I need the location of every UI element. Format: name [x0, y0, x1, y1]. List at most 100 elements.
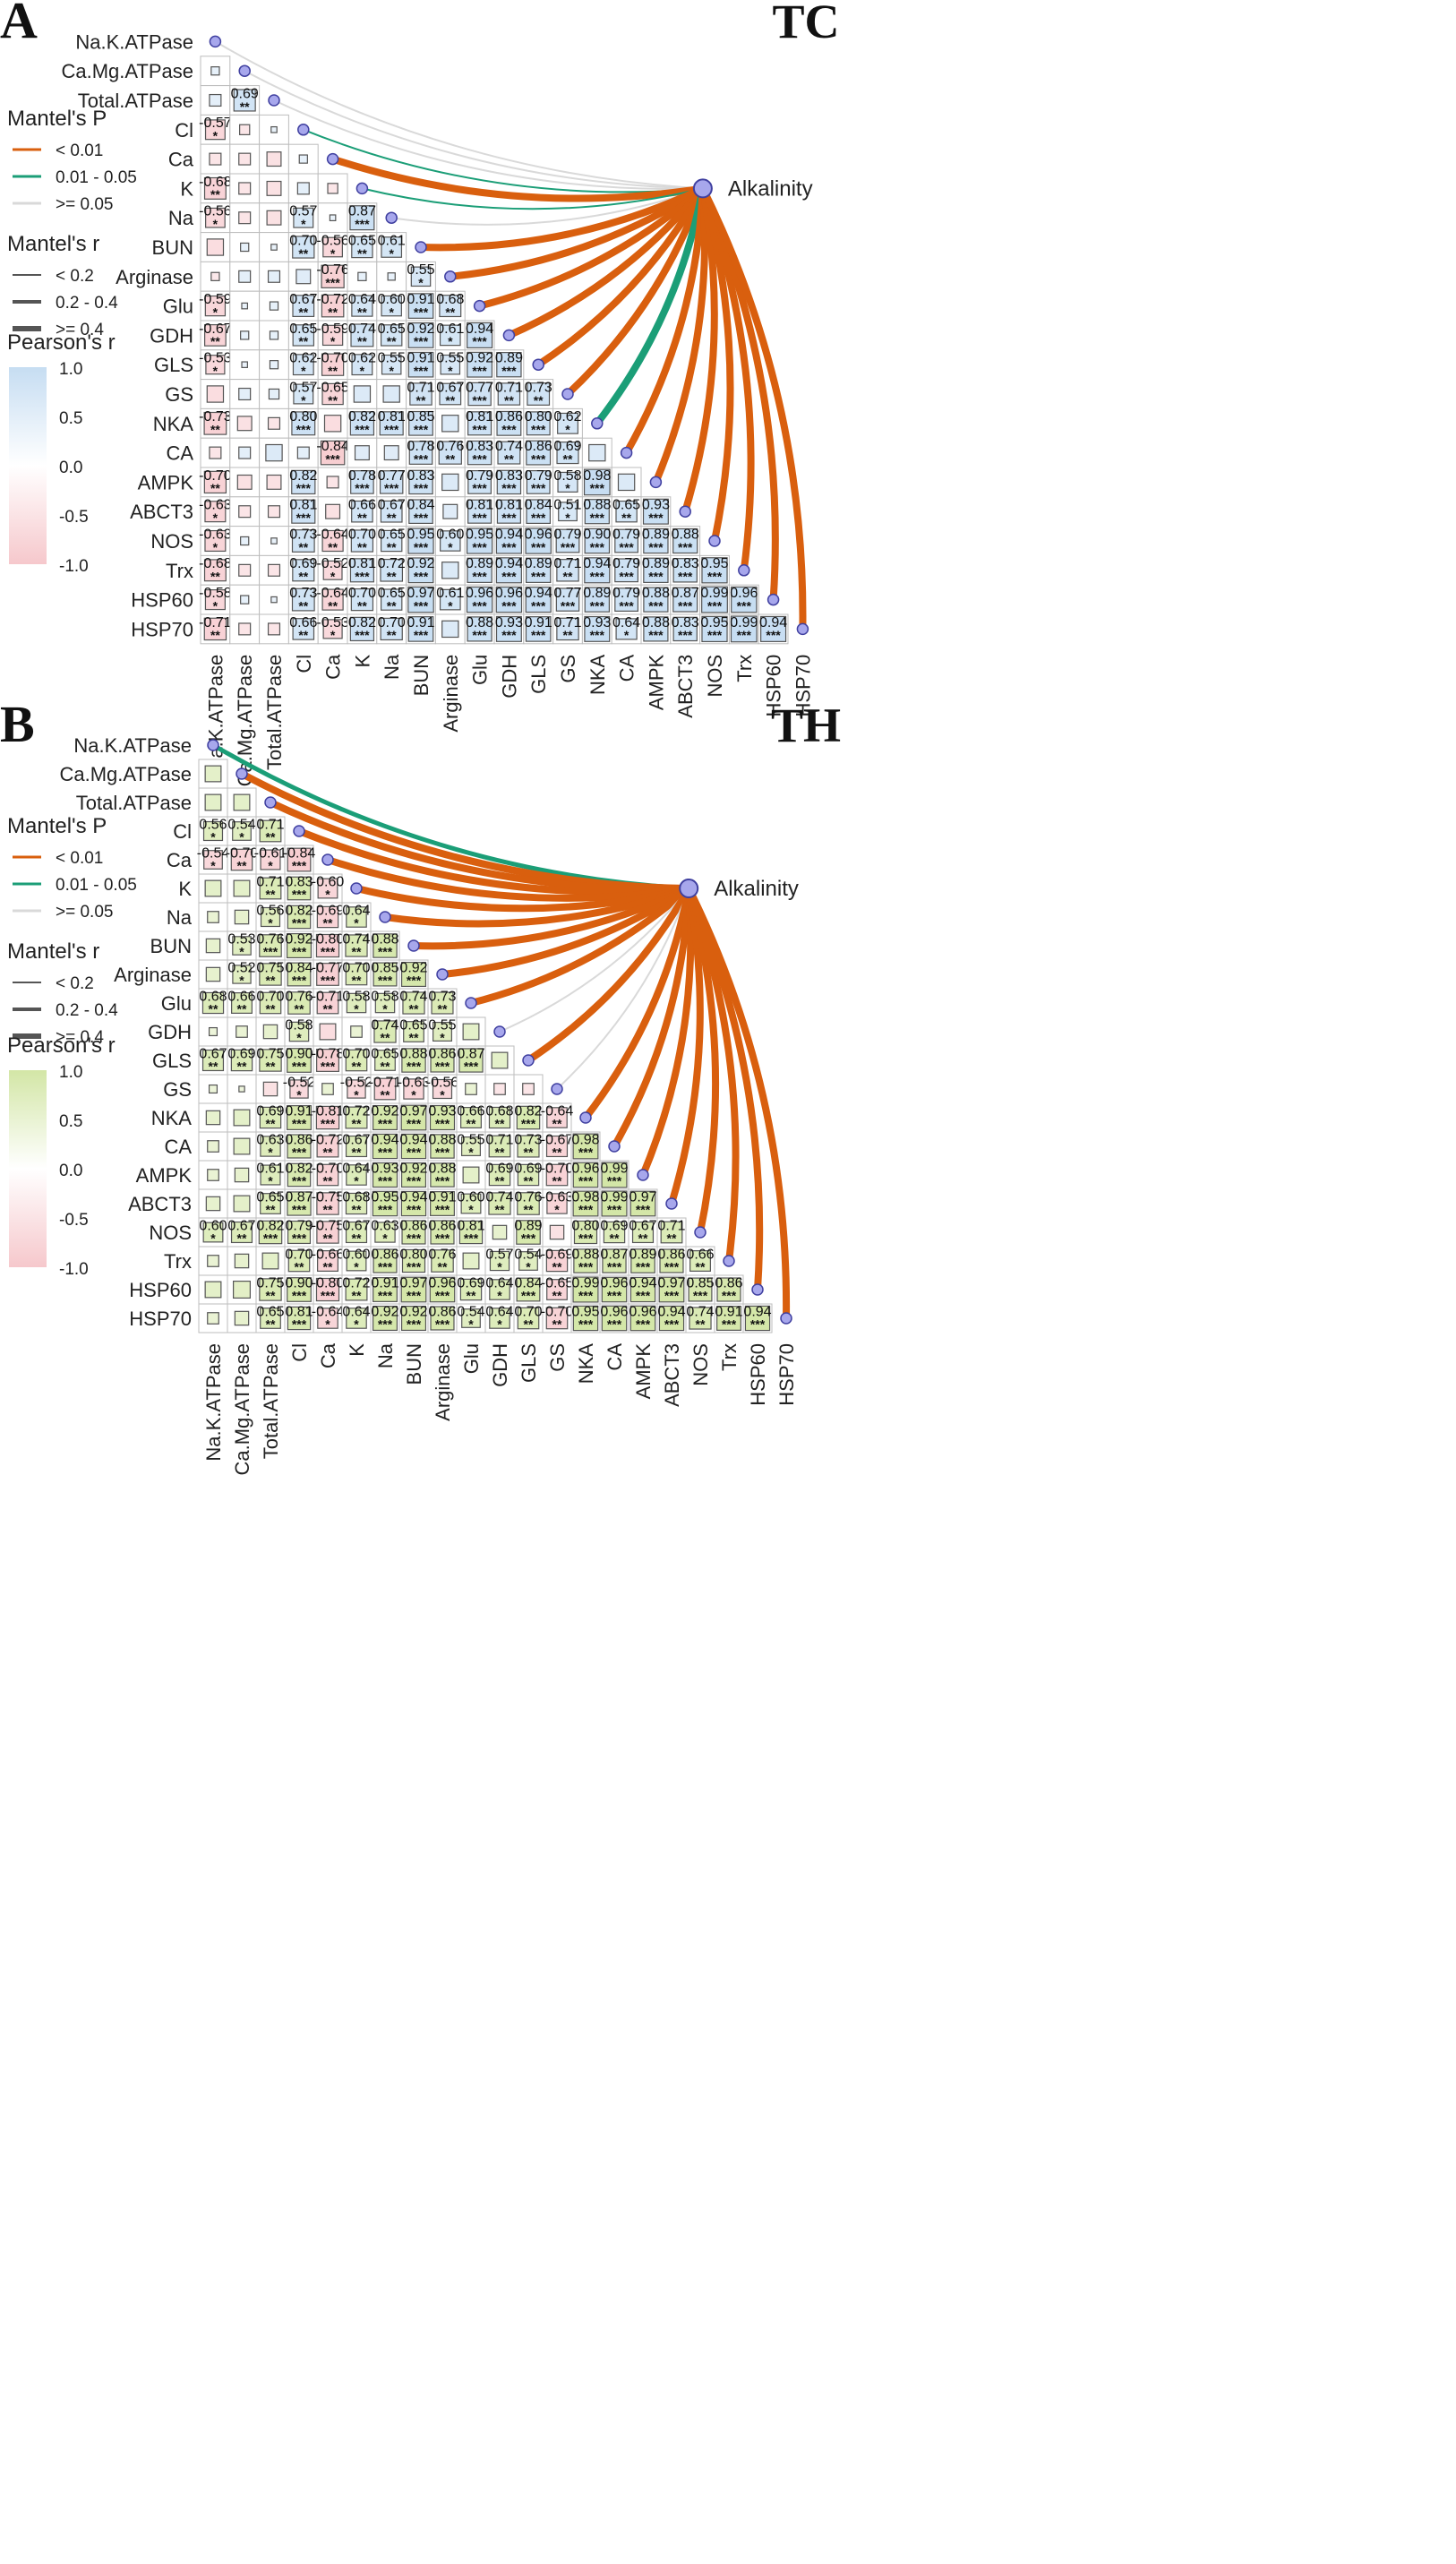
correlation-value: 0.93 — [642, 498, 670, 513]
correlation-square — [261, 1252, 279, 1270]
correlation-value: 0.86 — [525, 439, 552, 454]
row-label: HSP60 — [129, 1279, 192, 1301]
significance-stars: * — [213, 510, 218, 525]
correlation-value: 0.67 — [378, 498, 406, 513]
row-label: HSP60 — [131, 589, 193, 612]
variable-node — [665, 1197, 678, 1210]
correlation-square — [265, 443, 283, 462]
correlation-value: 0.51 — [553, 498, 581, 513]
significance-stars: ** — [381, 1059, 390, 1074]
correlation-square — [204, 295, 227, 317]
significance-stars: *** — [636, 1317, 651, 1332]
column-label: Na — [374, 1342, 397, 1368]
variable-node — [444, 270, 457, 283]
correlation-square — [379, 470, 404, 494]
colorbar — [9, 1070, 47, 1267]
significance-stars: *** — [531, 481, 546, 495]
correlation-square — [467, 411, 492, 436]
significance-stars: *** — [590, 481, 605, 495]
correlation-value: 0.68 — [199, 989, 227, 1004]
correlation-square — [287, 847, 312, 872]
correlation-square — [496, 469, 522, 495]
column-label: Arginase — [440, 655, 462, 733]
alkalinity-node — [692, 178, 713, 199]
correlation-square — [462, 1166, 480, 1184]
correlation-square — [730, 615, 758, 643]
correlation-value: -0.56 — [199, 204, 232, 219]
correlation-square — [442, 503, 458, 519]
significance-stars: * — [354, 1002, 359, 1016]
row-label: GLS — [154, 354, 193, 376]
correlation-square — [207, 1312, 219, 1325]
significance-stars: *** — [378, 1174, 393, 1188]
correlation-value: 0.60 — [436, 527, 464, 542]
significance-stars: * — [354, 916, 359, 930]
column-label: HSP60 — [763, 655, 785, 717]
row-label: K — [178, 878, 192, 900]
correlation-square — [373, 962, 398, 987]
correlation-value: 0.73 — [428, 989, 456, 1004]
significance-stars: ** — [352, 1203, 362, 1217]
correlation-value: 0.81 — [466, 498, 493, 513]
variable-node — [385, 211, 398, 224]
row-label: CA — [166, 442, 193, 465]
correlation-value: 0.69 — [553, 439, 581, 454]
significance-stars: ** — [552, 1289, 562, 1303]
correlation-square — [407, 586, 434, 613]
correlation-value: 0.65 — [378, 322, 406, 337]
significance-stars: ** — [563, 628, 573, 642]
correlation-square — [205, 207, 226, 228]
correlation-value: -0.71 — [199, 615, 232, 630]
significance-stars: ** — [295, 1260, 304, 1274]
correlation-value: 0.67 — [436, 380, 464, 395]
correlation-square — [238, 505, 252, 519]
correlation-square — [496, 410, 522, 436]
significance-stars: ** — [357, 334, 367, 348]
significance-stars: *** — [607, 1203, 622, 1217]
significance-stars: *** — [472, 423, 487, 437]
correlation-value: 0.64 — [612, 615, 640, 630]
correlation-square — [497, 382, 521, 406]
correlation-value: 0.69 — [289, 556, 317, 571]
correlation-square — [584, 557, 611, 584]
column-label: Total.ATPase — [260, 1343, 282, 1459]
significance-stars: *** — [678, 628, 693, 642]
variable-node — [502, 329, 516, 342]
correlation-square — [400, 961, 427, 988]
mantel-link — [698, 184, 734, 545]
significance-stars: *** — [292, 945, 307, 959]
correlation-value: 0.83 — [407, 468, 434, 484]
mantel-link — [505, 184, 707, 339]
significance-stars: * — [448, 364, 453, 378]
correlation-square — [269, 360, 279, 370]
correlation-square — [316, 1049, 339, 1072]
significance-stars: ** — [357, 540, 367, 554]
correlation-value: 0.89 — [642, 527, 670, 542]
significance-stars: * — [448, 598, 453, 613]
significance-stars: * — [330, 334, 336, 348]
correlation-square — [495, 586, 523, 613]
mantel-link — [390, 187, 704, 226]
significance-stars: *** — [636, 1289, 651, 1303]
correlation-square — [584, 499, 610, 525]
significance-stars: *** — [472, 628, 487, 642]
correlation-square — [549, 1224, 565, 1240]
correlation-value: -0.71 — [312, 989, 345, 1004]
row-label: Cl — [175, 119, 193, 141]
chart-title: TC — [772, 0, 839, 48]
correlation-value: 0.79 — [466, 468, 493, 484]
significance-stars: *** — [707, 628, 723, 642]
colorbar-tick-label: 0.5 — [59, 1112, 82, 1131]
significance-stars: *** — [321, 945, 336, 959]
significance-stars: *** — [296, 510, 312, 525]
correlation-square — [672, 527, 698, 554]
correlation-value: 0.52 — [227, 960, 255, 975]
significance-stars: *** — [590, 570, 605, 584]
significance-stars: * — [565, 423, 570, 437]
significance-stars: ** — [210, 423, 220, 437]
mantel-link — [302, 128, 704, 193]
correlation-square — [207, 1255, 219, 1267]
correlation-value: 0.82 — [514, 1103, 542, 1119]
colorbar-tick-label: 0.5 — [59, 409, 82, 428]
row-label: GDH — [148, 1021, 192, 1043]
